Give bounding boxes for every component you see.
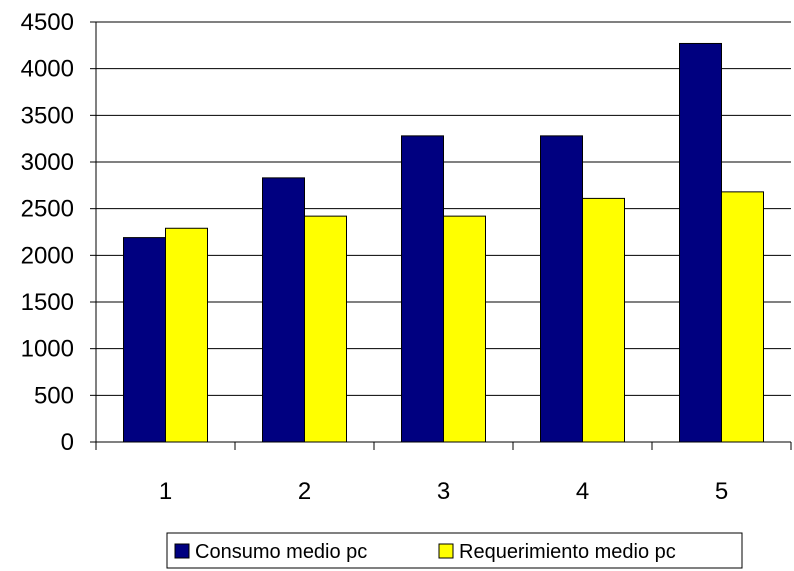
x-tick-label: 2: [298, 478, 311, 505]
legend-box: [166, 532, 743, 569]
x-tick-label: 1: [159, 478, 172, 505]
bar-series-1-category-2: [262, 177, 305, 443]
y-tick-label: 3500: [21, 102, 74, 129]
x-tick-label: 4: [576, 478, 589, 505]
y-tick-label: 4000: [21, 56, 74, 83]
y-tick-label: 500: [34, 382, 74, 409]
x-tick-label: 3: [437, 478, 450, 505]
bar-series-1-category-3: [401, 135, 444, 443]
legend-swatch-1: [174, 543, 190, 559]
bar-series-2-category-3: [443, 215, 486, 443]
bar-series-2-category-5: [721, 191, 764, 443]
legend-label-1: Consumo medio pc: [195, 541, 367, 563]
legend-label-2: Requerimiento medio pc: [459, 541, 676, 563]
legend-swatch-2: [438, 543, 454, 559]
legend: Consumo medio pc Requerimiento medio pc: [166, 532, 743, 569]
bar-series-2-category-2: [304, 215, 347, 443]
y-tick-label: 3000: [21, 149, 74, 176]
y-tick-label: 1000: [21, 336, 74, 363]
y-tick-label: 2000: [21, 242, 74, 269]
axes: [90, 21, 792, 450]
bar-series-1-category-1: [123, 237, 166, 443]
bars: [123, 42, 764, 443]
bar-series-2-category-1: [165, 227, 208, 443]
y-tick-label: 4500: [21, 9, 74, 36]
y-tick-label: 1500: [21, 289, 74, 316]
x-axis-tick-labels: 1 2 3 4 5: [159, 478, 728, 505]
y-tick-label: 0: [61, 429, 74, 456]
bar-series-1-category-5: [679, 42, 722, 443]
x-tick-label: 5: [715, 478, 728, 505]
bar-series-1-category-4: [540, 135, 583, 443]
y-axis-tick-labels: 0 500 1000 1500 2000 2500 3000 3500 4000 4500: [21, 9, 74, 456]
y-tick-label: 2500: [21, 196, 74, 223]
bar-series-2-category-4: [582, 197, 625, 443]
